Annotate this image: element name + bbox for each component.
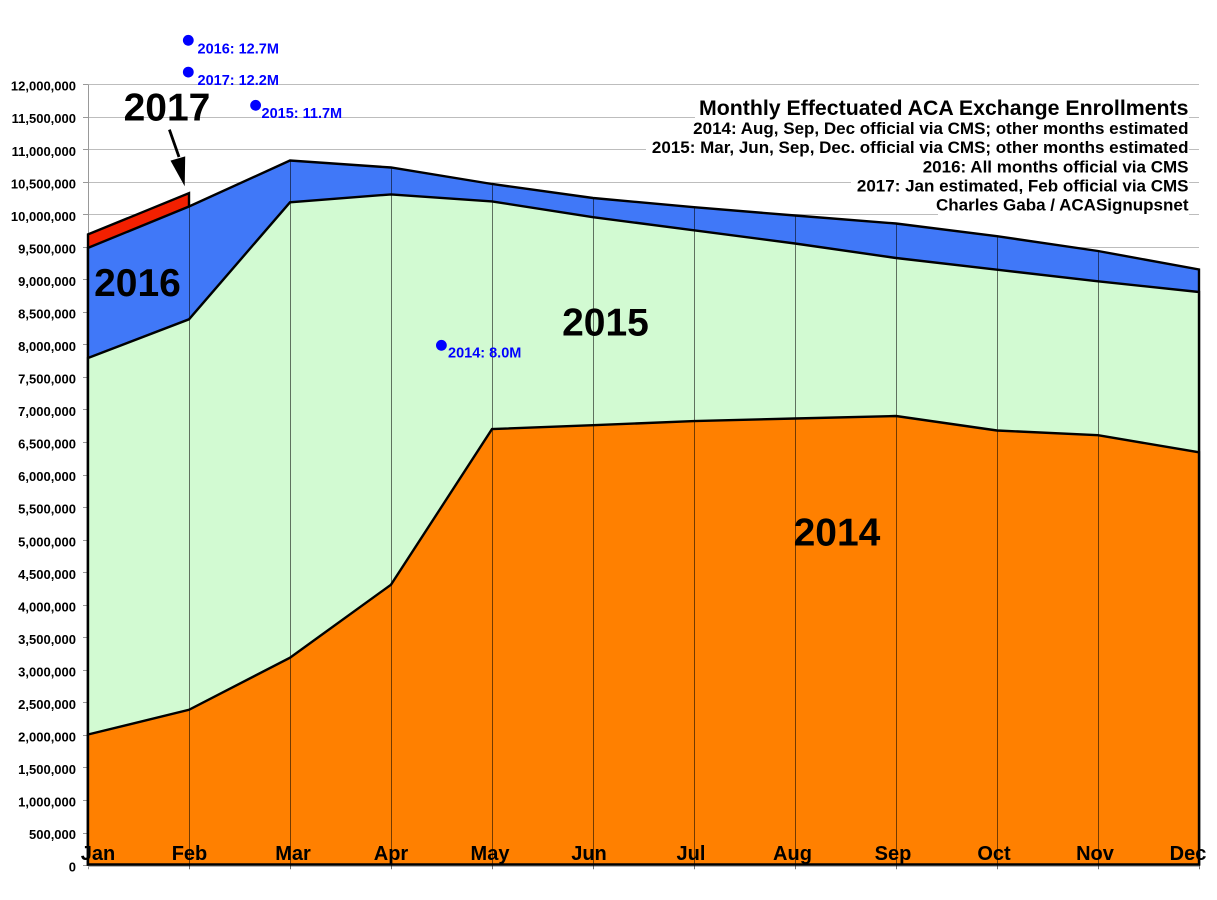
svg-text:5,000,000: 5,000,000 <box>18 534 76 549</box>
svg-text:2017: 12.2M: 2017: 12.2M <box>198 73 279 89</box>
svg-text:2014: 8.0M: 2014: 8.0M <box>448 346 521 362</box>
svg-text:2015: Mar, Jun, Sep, Dec. offi: 2015: Mar, Jun, Sep, Dec. official via C… <box>652 138 1189 157</box>
svg-text:Jan: Jan <box>81 843 115 865</box>
svg-text:May: May <box>471 843 511 865</box>
svg-text:Sep: Sep <box>875 843 912 865</box>
svg-text:2,500,000: 2,500,000 <box>18 697 76 712</box>
svg-text:9,500,000: 9,500,000 <box>18 241 76 256</box>
svg-text:12,000,000: 12,000,000 <box>11 79 76 94</box>
svg-text:2016: All months official via: 2016: All months official via CMS <box>923 158 1189 177</box>
svg-text:8,000,000: 8,000,000 <box>18 339 76 354</box>
svg-text:6,500,000: 6,500,000 <box>18 437 76 452</box>
svg-text:11,500,000: 11,500,000 <box>12 111 76 126</box>
svg-text:7,500,000: 7,500,000 <box>18 372 76 387</box>
svg-text:5,500,000: 5,500,000 <box>18 502 76 517</box>
svg-text:500,000: 500,000 <box>29 827 76 842</box>
svg-text:1,500,000: 1,500,000 <box>18 762 76 777</box>
svg-text:2017: Jan estimated, Feb offic: 2017: Jan estimated, Feb official via CM… <box>857 177 1189 196</box>
svg-text:8,500,000: 8,500,000 <box>18 307 76 322</box>
svg-text:Apr: Apr <box>374 843 409 865</box>
svg-text:2014: 2014 <box>794 512 881 555</box>
svg-text:3,500,000: 3,500,000 <box>18 632 76 647</box>
svg-text:Oct: Oct <box>977 843 1011 865</box>
svg-text:2,000,000: 2,000,000 <box>18 730 76 745</box>
svg-text:2016: 2016 <box>94 262 181 305</box>
svg-text:2016: 12.7M: 2016: 12.7M <box>198 42 279 58</box>
svg-text:Jun: Jun <box>571 843 607 865</box>
svg-text:Jul: Jul <box>677 843 706 865</box>
svg-text:Mar: Mar <box>275 843 311 865</box>
svg-text:Charles Gaba / ACASignupsnet: Charles Gaba / ACASignupsnet <box>936 196 1189 215</box>
svg-text:Dec: Dec <box>1170 843 1207 865</box>
svg-text:4,000,000: 4,000,000 <box>18 599 76 614</box>
svg-text:11,000,000: 11,000,000 <box>12 144 76 159</box>
svg-text:2015: 11.7M: 2015: 11.7M <box>262 106 343 122</box>
svg-text:2017: 2017 <box>124 86 211 129</box>
svg-text:Aug: Aug <box>773 843 812 865</box>
svg-text:6,000,000: 6,000,000 <box>18 469 76 484</box>
svg-text:3,000,000: 3,000,000 <box>18 665 76 680</box>
svg-text:10,000,000: 10,000,000 <box>11 209 76 224</box>
svg-text:2015: 2015 <box>562 302 649 345</box>
svg-text:1,000,000: 1,000,000 <box>18 795 76 810</box>
svg-text:7,000,000: 7,000,000 <box>18 404 76 419</box>
svg-text:4,500,000: 4,500,000 <box>18 567 76 582</box>
svg-text:Monthly Effectuated ACA Exchan: Monthly Effectuated ACA Exchange Enrollm… <box>699 96 1189 120</box>
svg-text:10,500,000: 10,500,000 <box>11 176 76 191</box>
svg-text:Nov: Nov <box>1076 843 1115 865</box>
svg-text:2014: Aug, Sep, Dec official v: 2014: Aug, Sep, Dec official via CMS; ot… <box>693 119 1188 138</box>
svg-text:0: 0 <box>69 860 76 875</box>
svg-text:Feb: Feb <box>172 843 208 865</box>
svg-text:9,000,000: 9,000,000 <box>18 274 76 289</box>
